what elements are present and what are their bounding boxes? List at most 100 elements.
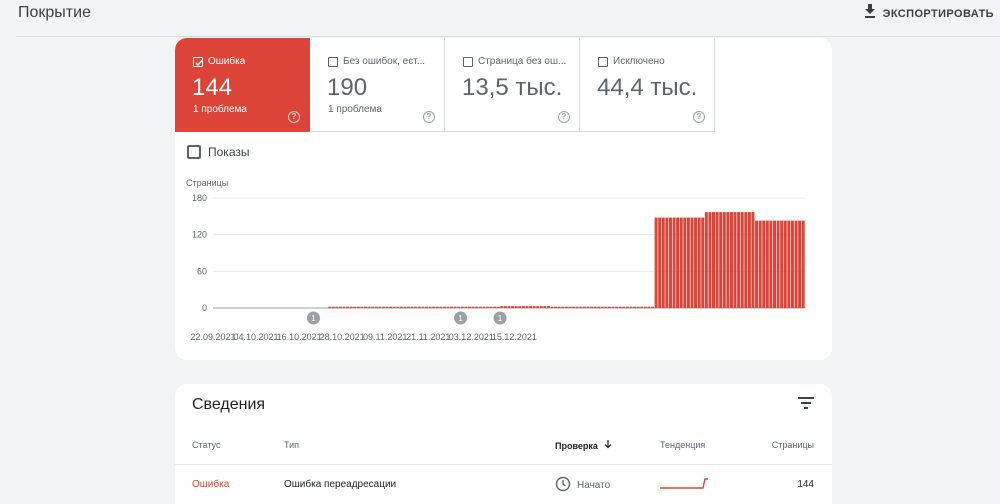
chart-bar [554,306,558,308]
chart-bar [564,306,568,308]
coverage-bar-chart: Страницы 0 60 120 180 22.09.202104.10.202116.… [186,178,805,342]
chart-bar [349,306,353,308]
chart-bar [331,306,335,308]
help-icon[interactable]: ? [693,111,705,123]
chart-bar [654,217,658,308]
checkbox-icon[interactable] [187,145,201,159]
y-tick-label: 0 [202,303,207,313]
chart-bar [550,306,554,308]
x-tick-label: 04.10.2021 [234,332,279,342]
chart-bar [421,306,425,308]
help-icon[interactable]: ? [288,111,300,123]
chart-bar [468,306,472,308]
chart-bar [640,306,644,308]
chart-bar [500,306,504,308]
chart-bar [629,306,633,308]
y-tick-label: 180 [192,193,207,203]
chart-bar [493,306,497,308]
chart-bar [798,220,802,308]
chart-bar [378,306,382,308]
chart-bar [385,306,389,308]
chart-bar [489,306,493,308]
chart-bar [450,306,454,308]
chart-bar [590,306,594,308]
chart-bar [432,306,436,308]
column-header-pages[interactable]: Страницы [771,440,814,450]
impressions-checkbox[interactable]: Показы [187,145,249,159]
header-divider [16,36,1000,37]
chart-bar [417,306,421,308]
chart-bar [356,306,360,308]
chart-bar [661,217,665,308]
column-header-check-label: Проверка [555,441,598,451]
chart-bar [668,217,672,308]
x-tick-label: 09.11.2021 [363,332,407,342]
export-label: ЭКСПОРТИРОВАТЬ [882,7,994,20]
column-header-status[interactable]: Статус [192,440,221,450]
chart-bar [715,212,719,308]
chart-bar [539,306,543,308]
x-tick-label: 28.10.2021 [320,332,365,342]
chart-bar [780,220,784,308]
checkbox-icon[interactable] [328,56,338,67]
tile-label: Ошибка [208,56,246,67]
annotation-label: 1 [458,314,463,323]
chart-bar [338,306,342,308]
tile-excluded[interactable]: Исключено 44,4 тыс. ? [580,38,715,132]
chart-bar [371,306,375,308]
chart-bar [381,306,385,308]
chart-bar [633,306,637,308]
checkbox-icon[interactable] [598,56,608,67]
chart-bar [478,306,482,308]
chart-bar [414,306,418,308]
trend-sparkline [660,478,708,489]
row-divider [175,464,832,465]
checkbox-checked-icon[interactable] [193,56,203,67]
chart-bar [514,306,518,308]
chart-bar [518,306,522,308]
tile-value: 44,4 тыс. [597,74,698,101]
chart-bar [607,306,611,308]
filter-icon[interactable] [798,396,814,414]
chart-bar [643,306,647,308]
annotation-marker [454,311,468,325]
chart-bar [568,306,572,308]
chart-bar [665,217,669,308]
help-icon[interactable]: ? [558,111,570,123]
tile-valid-with-warnings[interactable]: Без ошибок, ест... 190 1 проблема ? [310,38,445,132]
coverage-chart-card: Ошибка 144 1 проблема ? Без ошибок, ест.… [175,38,832,360]
chart-bar [683,217,687,308]
chart-bar [676,217,680,308]
tile-error[interactable]: Ошибка 144 1 проблема ? [175,38,310,132]
chart-bar [672,217,676,308]
chart-bar [701,217,705,308]
chart-bar [744,212,748,308]
export-button[interactable]: ЭКСПОРТИРОВАТЬ [864,4,994,23]
y-tick-label: 60 [197,266,207,276]
annotation-label: 1 [311,314,316,323]
chart-bar [783,220,787,308]
chart-bar [740,212,744,308]
checkbox-icon[interactable] [463,56,473,67]
chart-bar [410,306,414,308]
tile-valid[interactable]: Страница без ош... 13,5 тыс. ? [445,38,580,132]
tile-label: Страница без ош... [478,56,567,67]
chart-bar [755,220,759,308]
chart-bar [615,306,619,308]
column-header-type[interactable]: Тип [284,440,300,450]
column-header-check[interactable]: Проверка [555,440,612,451]
chart-bar [464,306,468,308]
row-type: Ошибка переадресации [284,479,397,490]
tile-value: 144 [192,74,233,101]
chart-bar [424,306,428,308]
help-icon[interactable]: ? [423,111,435,123]
chart-bar [622,306,626,308]
chart-bar [593,306,597,308]
chart-bar [403,306,407,308]
details-card: Сведения Статус Тип Проверка Тенденция С… [175,384,832,504]
status-tiles: Ошибка 144 1 проблема ? Без ошибок, ест.… [175,38,715,132]
row-status: Ошибка [192,479,230,490]
column-header-trend[interactable]: Тенденция [660,440,706,450]
download-icon [864,4,876,23]
chart-bar [532,306,536,308]
